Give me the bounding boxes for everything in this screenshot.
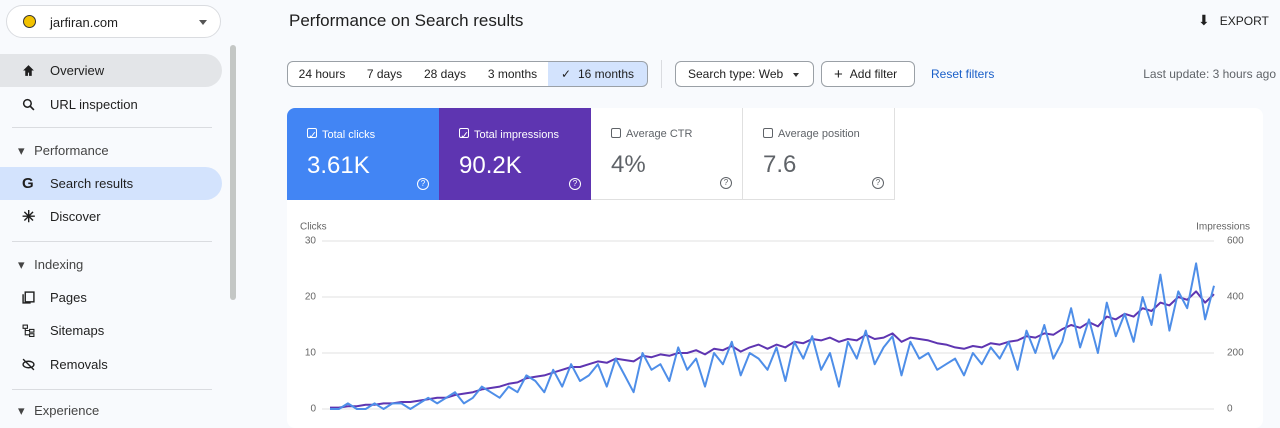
series-line	[330, 290, 1215, 409]
metric-label: Average position	[778, 128, 860, 140]
y-tick-label: 30	[305, 236, 317, 247]
sitemap-icon	[22, 324, 35, 337]
google-icon: G	[22, 175, 34, 192]
search-type-button[interactable]: Search type: Web	[675, 61, 814, 87]
pages-icon	[22, 291, 35, 304]
separator	[12, 389, 212, 390]
search-type-label: Search type: Web	[688, 67, 784, 81]
y2-axis-label: Impressions	[1196, 222, 1250, 233]
checkbox: ✓	[307, 128, 318, 142]
metric-card[interactable]: ✓ Total impressions 90.2K?	[439, 108, 591, 200]
separator	[12, 241, 212, 242]
export-button[interactable]: ⬇ EXPORT	[1198, 12, 1269, 29]
chart: Clicks Impressions 0 10 20 30 0 200 400 600	[300, 222, 1250, 414]
metric-card[interactable]: Average position 7.6?	[743, 108, 895, 200]
home-icon	[23, 65, 34, 76]
metric-value: 3.61K	[307, 152, 370, 179]
nav-label: Discover	[50, 209, 101, 224]
add-filter-button[interactable]: + Add filter	[821, 61, 915, 87]
nav-item[interactable]: Removals	[0, 348, 222, 381]
last-update: Last update: 3 hours ago	[1143, 67, 1276, 81]
reset-filters-link[interactable]: Reset filters	[931, 67, 995, 81]
metric-value: 7.6	[763, 151, 797, 178]
y-tick-label: 10	[305, 348, 317, 359]
add-filter-label: Add filter	[849, 67, 898, 81]
metric-value: 90.2K	[459, 152, 522, 179]
removals-icon	[22, 358, 35, 371]
y-axis-label: Clicks	[300, 222, 327, 233]
page-title: Performance on Search results	[289, 11, 524, 30]
dropdown-arrow	[793, 72, 800, 80]
check-icon: ✓	[560, 67, 571, 81]
nav-label: Search results	[50, 176, 134, 191]
site-selector[interactable]: jarfiran.com	[6, 5, 221, 38]
plus-icon: +	[834, 65, 843, 83]
search-icon	[22, 98, 35, 111]
metric-card[interactable]: Average CTR 4%?	[591, 108, 743, 200]
nav-item[interactable]: Pages	[0, 281, 222, 314]
site-name: jarfiran.com	[50, 15, 118, 30]
range-button-selected[interactable]: ✓ 16 months	[548, 61, 648, 87]
series-line	[330, 262, 1215, 410]
checkbox	[611, 128, 621, 138]
metric-label: Average CTR	[626, 128, 693, 140]
section-label: Indexing	[34, 257, 84, 272]
page: {"sidebar":{"site":"jarfiran.com","top":…	[0, 5, 1276, 418]
discover-icon: ✳	[22, 209, 36, 226]
section-label: Performance	[34, 143, 109, 158]
help-icon[interactable]: ?	[720, 177, 732, 189]
dropdown-arrow	[199, 20, 207, 29]
nav-item[interactable]: ✳ Discover	[0, 200, 222, 233]
scrollbar[interactable]	[230, 45, 236, 300]
y-tick-label: 20	[305, 292, 317, 303]
y2-tick-label: 200	[1227, 348, 1244, 359]
metric-card[interactable]: ✓ Total clicks 3.61K?	[287, 108, 439, 200]
nav-label: Removals	[50, 357, 108, 372]
checkbox	[763, 128, 773, 138]
divider	[661, 60, 662, 88]
metric-label: Total impressions	[474, 129, 559, 141]
metric-label: Total clicks	[322, 129, 376, 141]
y2-tick-label: 600	[1227, 236, 1244, 247]
section-title[interactable]: ▾ Indexing	[18, 257, 84, 272]
help-icon[interactable]: ?	[569, 178, 581, 190]
nav-label: URL inspection	[50, 97, 138, 112]
range-button[interactable]: 28 days	[413, 61, 478, 87]
nav-item[interactable]: Overview	[0, 54, 222, 87]
nav-label: Pages	[50, 290, 87, 305]
separator	[12, 127, 212, 128]
y-tick-label: 0	[310, 404, 316, 414]
checkbox: ✓	[459, 128, 470, 142]
y2-tick-label: 400	[1227, 292, 1244, 303]
metric-value: 4%	[611, 151, 646, 178]
range-button[interactable]: 24 hours	[287, 61, 357, 87]
help-icon[interactable]: ?	[872, 177, 884, 189]
range-button[interactable]: 3 months	[477, 61, 549, 87]
range-label: 16 months	[578, 67, 635, 81]
download-icon: ⬇	[1198, 12, 1210, 28]
nav-label: Overview	[50, 63, 105, 78]
nav-item[interactable]: URL inspection	[0, 88, 222, 121]
section-title[interactable]: ▾ Performance	[18, 143, 109, 158]
export-label: EXPORT	[1219, 13, 1269, 28]
nav-item[interactable]: Sitemaps	[0, 314, 222, 347]
nav-label: Sitemaps	[50, 323, 105, 338]
nav-item[interactable]: G Search results	[0, 167, 222, 200]
y2-tick-label: 0	[1227, 404, 1233, 414]
site-icon	[23, 15, 36, 28]
help-icon[interactable]: ?	[417, 178, 429, 190]
